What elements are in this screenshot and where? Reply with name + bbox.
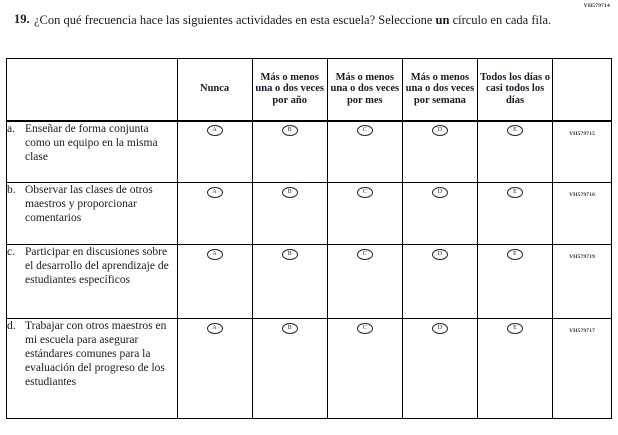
- row-code-cell-c: VH579719: [552, 244, 612, 319]
- bubble-oval-icon[interactable]: E: [507, 248, 524, 260]
- row-stem-c: c. Participar en discusiones sobre el de…: [6, 244, 178, 319]
- bubble-oval-icon[interactable]: E: [507, 125, 524, 137]
- bubble-oval-icon[interactable]: E: [507, 186, 524, 198]
- header-option-mes: Más o menos una o dos veces por mes: [326, 58, 403, 122]
- bubble-oval-icon[interactable]: C: [356, 322, 373, 334]
- bubble-oval-icon[interactable]: C: [356, 186, 373, 198]
- bubble-oval-icon[interactable]: C: [356, 248, 373, 260]
- bubble-c-1[interactable]: A: [176, 244, 253, 319]
- bubble-d-3[interactable]: C: [326, 318, 403, 419]
- header-option-anio: Más o menos una o dos veces por año: [251, 58, 328, 122]
- row-code-d: VH579717: [569, 328, 596, 334]
- question-text: ¿Con qué frecuencia hace las siguientes …: [34, 12, 558, 29]
- bubble-c-3[interactable]: C: [326, 244, 403, 319]
- table-row: c. Participar en discusiones sobre el de…: [6, 244, 612, 319]
- header-option-dias: Todos los días o casi todos los días: [476, 58, 554, 122]
- bubble-oval-icon[interactable]: A: [206, 125, 223, 137]
- bubble-b-3[interactable]: C: [326, 182, 403, 245]
- bubble-oval-icon[interactable]: D: [431, 125, 448, 137]
- question-block: 19. ¿Con qué frecuencia hace las siguien…: [10, 12, 558, 29]
- bubble-c-5[interactable]: E: [476, 244, 554, 319]
- header-stem: [6, 58, 178, 122]
- row-letter-a: a.: [7, 122, 15, 135]
- row-stem-a: a. Enseñar de forma conjunta como un equ…: [6, 120, 178, 183]
- form-code: VH579714: [583, 3, 610, 9]
- bubble-b-4[interactable]: D: [401, 182, 478, 245]
- row-code-a: VH579715: [569, 130, 596, 137]
- header-code: [552, 58, 612, 122]
- row-label-c: Participar en discusiones sobre el desar…: [25, 246, 169, 287]
- question-text-part2: círculo en cada fila.: [449, 13, 552, 27]
- bubble-c-4[interactable]: D: [401, 244, 478, 319]
- row-code-cell-b: VH579716: [552, 182, 612, 245]
- bubble-d-1[interactable]: A: [176, 318, 253, 419]
- table-row: a. Enseñar de forma conjunta como un equ…: [6, 120, 612, 183]
- row-code-c: VH579719: [569, 254, 596, 260]
- question-number: 19.: [14, 12, 30, 26]
- header-option-nunca: Nunca: [176, 58, 253, 122]
- row-label-b: Observar las clases de otros maestros y …: [25, 184, 153, 225]
- bubble-a-4[interactable]: D: [401, 120, 478, 183]
- bubble-oval-icon[interactable]: B: [281, 248, 298, 260]
- matrix-header-row: Nunca Más o menos una o dos veces por añ…: [6, 58, 612, 122]
- row-letter-b: b.: [7, 184, 16, 196]
- table-row: b. Observar las clases de otros maestros…: [6, 182, 612, 245]
- header-option-semana: Más o menos una o dos veces por semana: [401, 58, 478, 122]
- row-stem-b: b. Observar las clases de otros maestros…: [6, 182, 178, 245]
- bubble-d-4[interactable]: D: [401, 318, 478, 419]
- row-label-d: Trabajar con otros maestros en mi escuel…: [25, 320, 167, 389]
- bubble-oval-icon[interactable]: D: [431, 186, 448, 198]
- bubble-oval-icon[interactable]: D: [431, 248, 448, 260]
- bubble-d-2[interactable]: B: [251, 318, 328, 419]
- bubble-oval-icon[interactable]: B: [281, 125, 298, 137]
- bubble-oval-icon[interactable]: B: [281, 186, 298, 198]
- bubble-a-5[interactable]: E: [476, 120, 554, 183]
- row-code-b: VH579716: [569, 192, 596, 198]
- bubble-b-1[interactable]: A: [176, 182, 253, 245]
- bubble-oval-icon[interactable]: A: [206, 322, 223, 334]
- bubble-oval-icon[interactable]: A: [206, 186, 223, 198]
- row-code-cell-d: VH579717: [552, 318, 612, 419]
- bubble-c-2[interactable]: B: [251, 244, 328, 319]
- question-emphasis: un: [435, 13, 450, 27]
- bubble-b-5[interactable]: E: [476, 182, 554, 245]
- response-matrix: Nunca Más o menos una o dos veces por añ…: [6, 58, 612, 419]
- bubble-oval-icon[interactable]: B: [281, 322, 298, 334]
- bubble-a-2[interactable]: B: [251, 120, 328, 183]
- row-stem-d: d. Trabajar con otros maestros en mi esc…: [6, 318, 178, 419]
- row-letter-d: d.: [7, 320, 16, 332]
- table-row: d. Trabajar con otros maestros en mi esc…: [6, 318, 612, 419]
- bubble-oval-icon[interactable]: D: [431, 322, 448, 334]
- bubble-a-3[interactable]: C: [326, 120, 403, 183]
- bubble-oval-icon[interactable]: A: [206, 248, 223, 260]
- bubble-oval-icon[interactable]: C: [356, 125, 373, 137]
- row-label-a: Enseñar de forma conjunta como un equipo…: [25, 122, 158, 163]
- bubble-b-2[interactable]: B: [251, 182, 328, 245]
- question-text-part1: ¿Con qué frecuencia hace las siguientes …: [34, 13, 436, 27]
- bubble-a-1[interactable]: A: [176, 120, 253, 183]
- bubble-oval-icon[interactable]: E: [507, 322, 524, 334]
- row-code-cell-a: VH579715: [552, 120, 612, 183]
- row-letter-c: c.: [7, 246, 15, 258]
- matrix-table: Nunca Más o menos una o dos veces por añ…: [6, 58, 612, 419]
- bubble-d-5[interactable]: E: [476, 318, 554, 419]
